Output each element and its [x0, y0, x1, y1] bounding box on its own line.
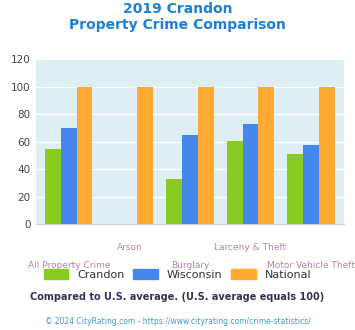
Bar	[227, 141, 242, 224]
Text: Larceny & Theft: Larceny & Theft	[214, 243, 286, 251]
Text: Arson: Arson	[116, 243, 142, 251]
Bar	[166, 179, 182, 224]
Bar	[303, 145, 319, 224]
Bar	[137, 87, 153, 224]
Bar	[242, 124, 258, 224]
Text: © 2024 CityRating.com - https://www.cityrating.com/crime-statistics/: © 2024 CityRating.com - https://www.city…	[45, 317, 310, 326]
Bar	[198, 87, 214, 224]
Text: Property Crime Comparison: Property Crime Comparison	[69, 18, 286, 32]
Text: Motor Vehicle Theft: Motor Vehicle Theft	[267, 261, 355, 270]
Text: Burglary: Burglary	[171, 261, 209, 270]
Bar	[288, 154, 303, 224]
Text: Compared to U.S. average. (U.S. average equals 100): Compared to U.S. average. (U.S. average …	[31, 292, 324, 302]
Bar	[45, 149, 61, 224]
Bar	[182, 135, 198, 224]
Text: 2019 Crandon: 2019 Crandon	[123, 2, 232, 16]
Bar	[258, 87, 274, 224]
Bar	[319, 87, 335, 224]
Text: All Property Crime: All Property Crime	[28, 261, 110, 270]
Legend: Crandon, Wisconsin, National: Crandon, Wisconsin, National	[39, 265, 316, 284]
Bar	[77, 87, 92, 224]
Bar	[61, 128, 77, 224]
